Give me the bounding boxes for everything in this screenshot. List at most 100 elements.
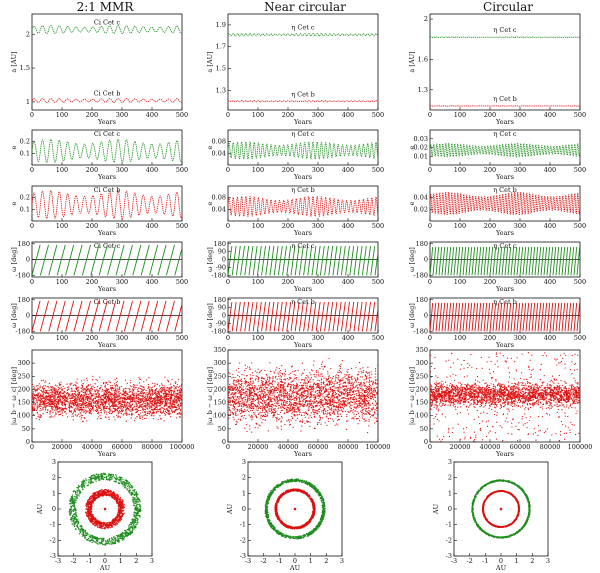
delta-omega-point (130, 405, 132, 407)
delta-omega-point (119, 400, 121, 402)
delta-omega-point (116, 414, 118, 416)
delta-omega-point (53, 402, 56, 404)
delta-omega-point (363, 379, 365, 381)
delta-omega-point (126, 406, 129, 408)
delta-omega-point (313, 389, 315, 391)
delta-omega-point (58, 388, 60, 391)
delta-omega-1-panel: 0 20000 40000 60000 80000 1000000501001502002… (206, 346, 390, 458)
periastron-b-1-ytick-label: 180 (214, 296, 226, 304)
delta-omega-point (166, 387, 168, 389)
delta-omega-point (368, 425, 370, 427)
eccentricity-c-0-xtick-label: 100 (56, 166, 68, 174)
delta-omega-point (180, 399, 182, 401)
delta-omega-point (138, 378, 140, 380)
delta-omega-point (287, 398, 289, 400)
delta-omega-point (298, 404, 300, 406)
delta-omega-point (116, 387, 118, 389)
delta-omega-point (170, 385, 172, 388)
delta-omega-point (44, 398, 46, 401)
delta-omega-point (343, 377, 345, 379)
delta-omega-point (53, 397, 55, 400)
delta-omega-point (352, 417, 354, 419)
delta-omega-point (144, 402, 146, 404)
eccentricity-c-2-xtick-label: 400 (544, 166, 556, 174)
eccentricity-b-0-xtick-label: 500 (176, 222, 188, 230)
delta-omega-point (35, 409, 38, 412)
delta-omega-point (140, 399, 142, 401)
delta-omega-point (125, 410, 127, 412)
delta-omega-point (286, 396, 288, 398)
delta-omega-1-ytick-label: 50 (218, 425, 226, 433)
delta-omega-point (360, 392, 362, 394)
delta-omega-point (152, 404, 154, 406)
delta-omega-point (100, 395, 102, 397)
delta-omega-point (43, 406, 45, 408)
eccentricity-c-0-xlabel: Years (97, 173, 116, 181)
delta-omega-point (357, 400, 360, 403)
delta-omega-point (279, 375, 281, 377)
delta-omega-point (281, 392, 283, 394)
delta-omega-point (45, 400, 48, 402)
delta-omega-point (280, 379, 282, 381)
delta-omega-point (35, 385, 37, 387)
semi-major-axis-1-ytick-label: 1.3 (216, 86, 226, 94)
delta-omega-point (277, 372, 279, 374)
delta-omega-point (43, 390, 45, 392)
eccentricity-c-0-frame (31, 129, 183, 166)
delta-omega-point (301, 420, 303, 423)
delta-omega-point (109, 410, 111, 412)
delta-omega-point (281, 365, 283, 367)
delta-omega-point (147, 394, 149, 396)
delta-omega-point (308, 403, 310, 405)
delta-omega-point (54, 415, 56, 417)
semi-major-axis-1-xtick-label: 200 (282, 111, 294, 119)
delta-omega-point (261, 410, 264, 412)
delta-omega-point (136, 406, 138, 408)
delta-omega-point (293, 399, 295, 401)
delta-omega-point (120, 385, 122, 388)
delta-omega-point (57, 408, 59, 411)
delta-omega-point (72, 384, 75, 387)
delta-omega-point (128, 405, 130, 407)
delta-omega-point (163, 391, 165, 393)
delta-omega-point (162, 400, 164, 403)
delta-omega-point (300, 389, 302, 391)
delta-omega-point (75, 406, 77, 408)
delta-omega-point (43, 404, 45, 406)
delta-omega-point (374, 412, 376, 414)
delta-omega-point (86, 379, 88, 381)
delta-omega-point (352, 411, 354, 414)
delta-omega-point (325, 380, 327, 382)
delta-omega-point (329, 398, 331, 401)
delta-omega-point (162, 407, 164, 409)
delta-omega-point (179, 413, 181, 415)
delta-omega-point (360, 394, 362, 396)
delta-omega-point (342, 393, 345, 395)
delta-omega-point (164, 404, 166, 406)
delta-omega-point (106, 389, 108, 392)
delta-omega-point (346, 378, 348, 380)
delta-omega-point (56, 393, 58, 396)
delta-omega-point (244, 409, 246, 411)
delta-omega-point (170, 406, 172, 409)
delta-omega-point (80, 390, 82, 392)
delta-omega-point (94, 390, 96, 392)
delta-omega-point (233, 409, 235, 411)
delta-omega-point (44, 401, 46, 403)
delta-omega-point (132, 413, 134, 415)
delta-omega-point (287, 385, 289, 388)
delta-omega-point (112, 407, 114, 410)
delta-omega-point (32, 396, 34, 398)
delta-omega-point (327, 412, 329, 414)
delta-omega-point (49, 390, 51, 392)
delta-omega-point (295, 419, 297, 421)
delta-omega-point (140, 404, 142, 406)
delta-omega-1-xtick-label: 20000 (248, 443, 269, 451)
delta-omega-point (337, 374, 339, 377)
eccentricity-c-series (430, 143, 580, 158)
delta-omega-point (81, 416, 83, 419)
delta-omega-point (252, 394, 254, 397)
delta-omega-1-xtick-label: 80000 (338, 443, 359, 451)
delta-omega-point (86, 391, 88, 393)
